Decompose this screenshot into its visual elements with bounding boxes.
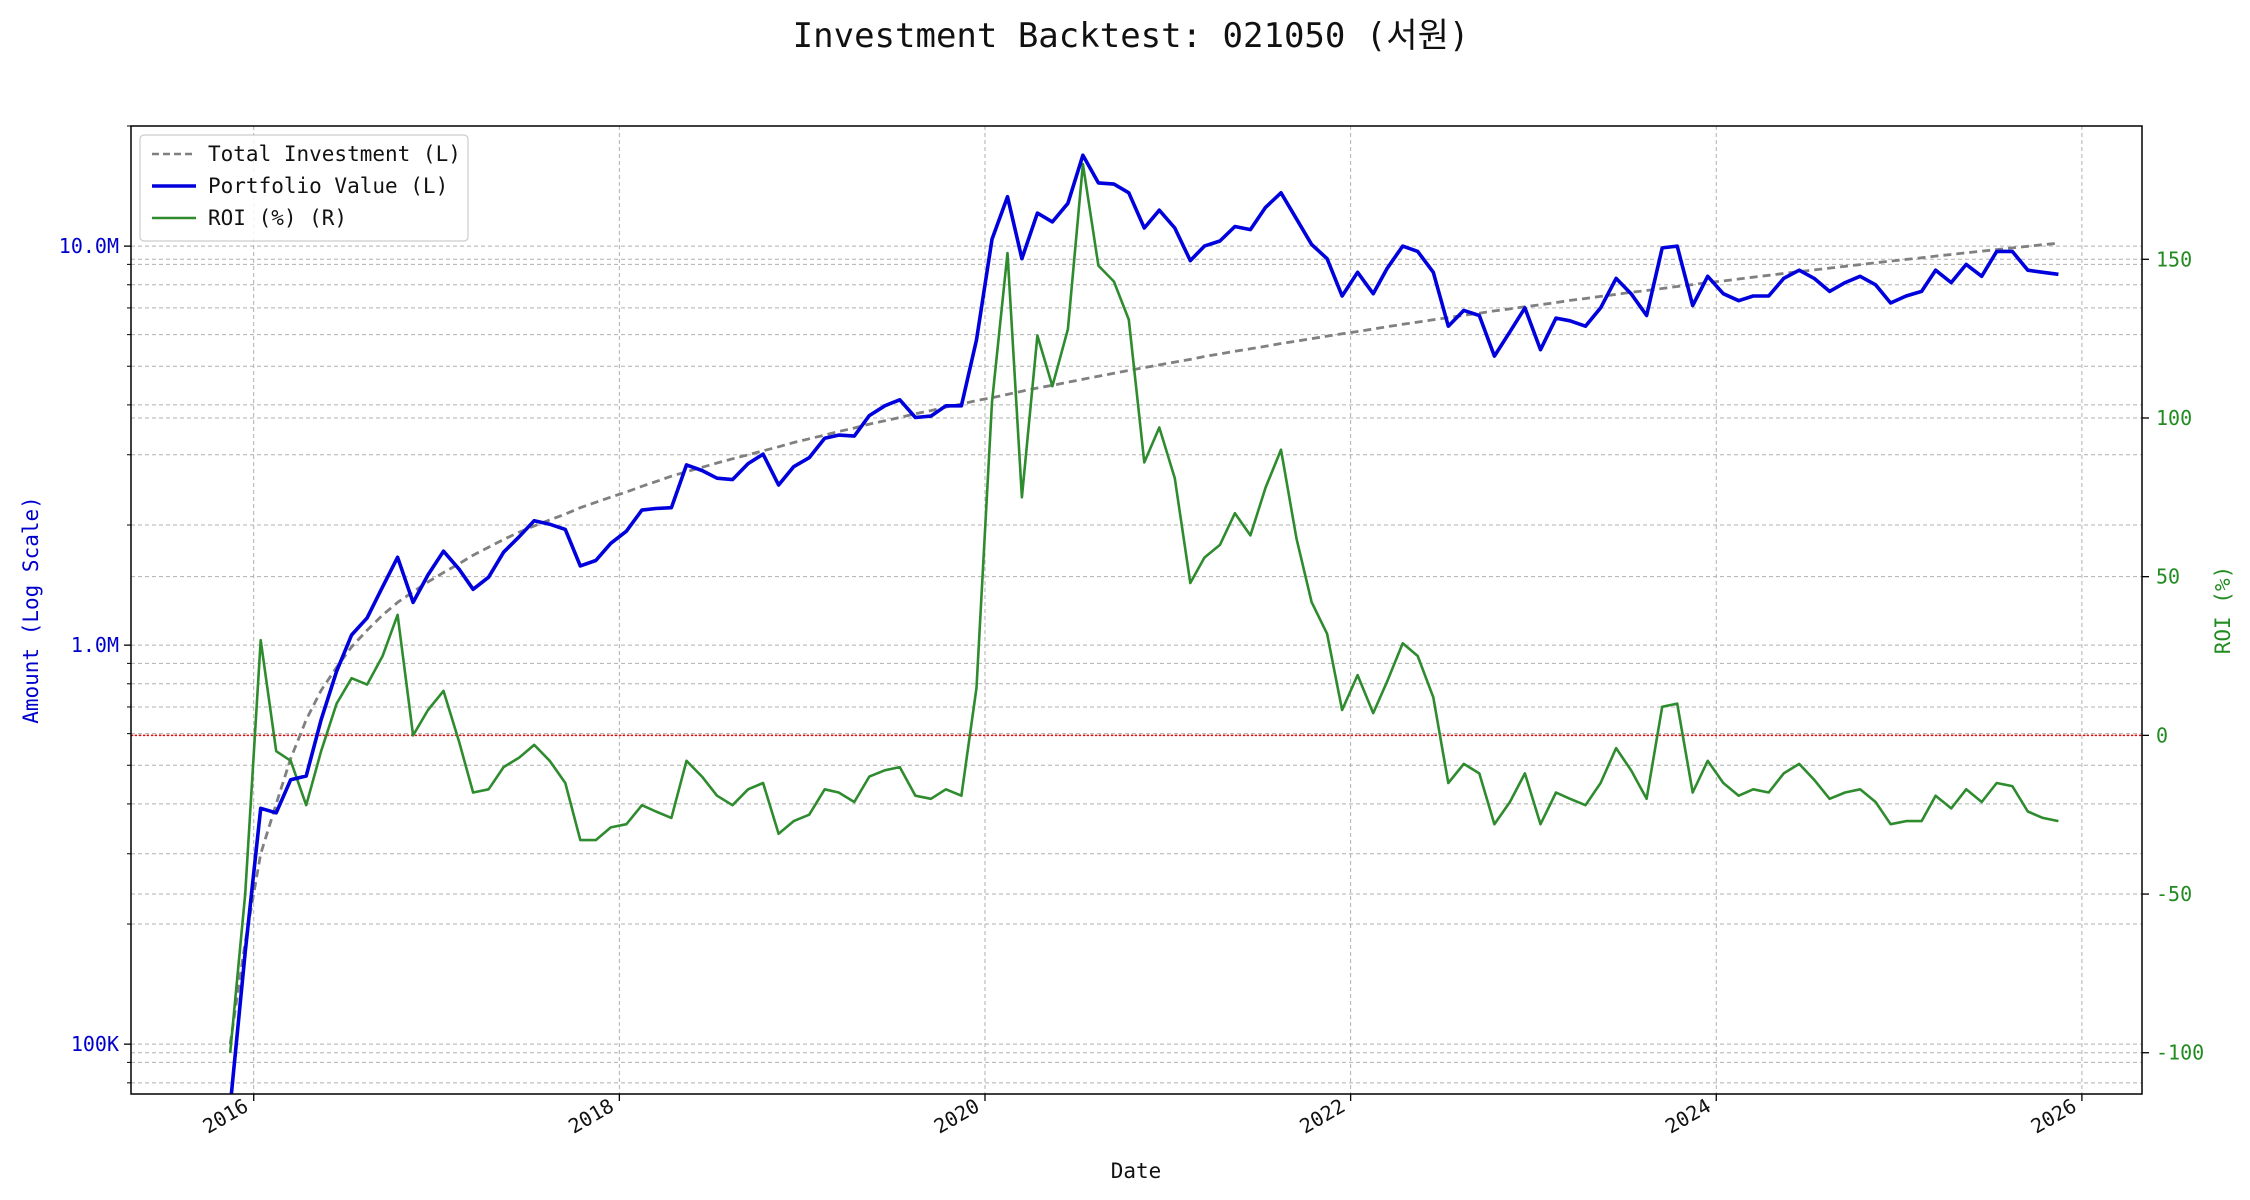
series-roi <box>228 162 2059 1053</box>
axis-ticks: 2016 2018 2020 2022 2024 2026 100K 1.0M 10.0M -10… <box>59 125 2204 1139</box>
legend: Total Investment (L) Portfolio Value (L)… <box>139 134 469 242</box>
plot-area-frame <box>130 125 2143 1095</box>
x-tick-label-2024: 2024 <box>1661 1094 1715 1139</box>
series-portfolio-value <box>229 153 2059 1094</box>
right-tick-label--50: -50 <box>2156 882 2192 906</box>
x-tick-label-2022: 2022 <box>1295 1094 1349 1139</box>
series-total-investment <box>228 241 2059 1045</box>
right-tick-label-0: 0 <box>2156 723 2168 747</box>
right-y-axis-label: ROI (%) <box>2211 566 2235 655</box>
x-tick-label-2026: 2026 <box>2027 1094 2081 1139</box>
x-tick-label-2016: 2016 <box>198 1094 252 1139</box>
legend-label-portfolio-value: Portfolio Value (L) <box>208 174 448 198</box>
left-tick-label-10.0M: 10.0M <box>59 234 119 258</box>
left-tick-label-100K: 100K <box>71 1032 119 1056</box>
series-lines <box>228 153 2059 1094</box>
right-tick-label--100: -100 <box>2156 1041 2204 1065</box>
left-y-axis-label: Amount (Log Scale) <box>19 496 43 724</box>
x-tick-label-2020: 2020 <box>930 1094 984 1139</box>
right-tick-label-150: 150 <box>2156 247 2192 271</box>
right-tick-label-50: 50 <box>2156 565 2180 589</box>
legend-box <box>139 134 469 242</box>
x-axis-label: Date <box>1111 1159 1162 1183</box>
chart-title: Investment Backtest: 021050 (서원) <box>793 16 1470 56</box>
x-tick-label-2018: 2018 <box>564 1094 618 1139</box>
legend-label-total-investment: Total Investment (L) <box>208 142 461 166</box>
grid-lines <box>131 125 2142 1094</box>
right-tick-label-100: 100 <box>2156 406 2192 430</box>
left-tick-label-1.0M: 1.0M <box>71 633 119 657</box>
legend-label-roi: ROI (%) (R) <box>208 206 347 230</box>
